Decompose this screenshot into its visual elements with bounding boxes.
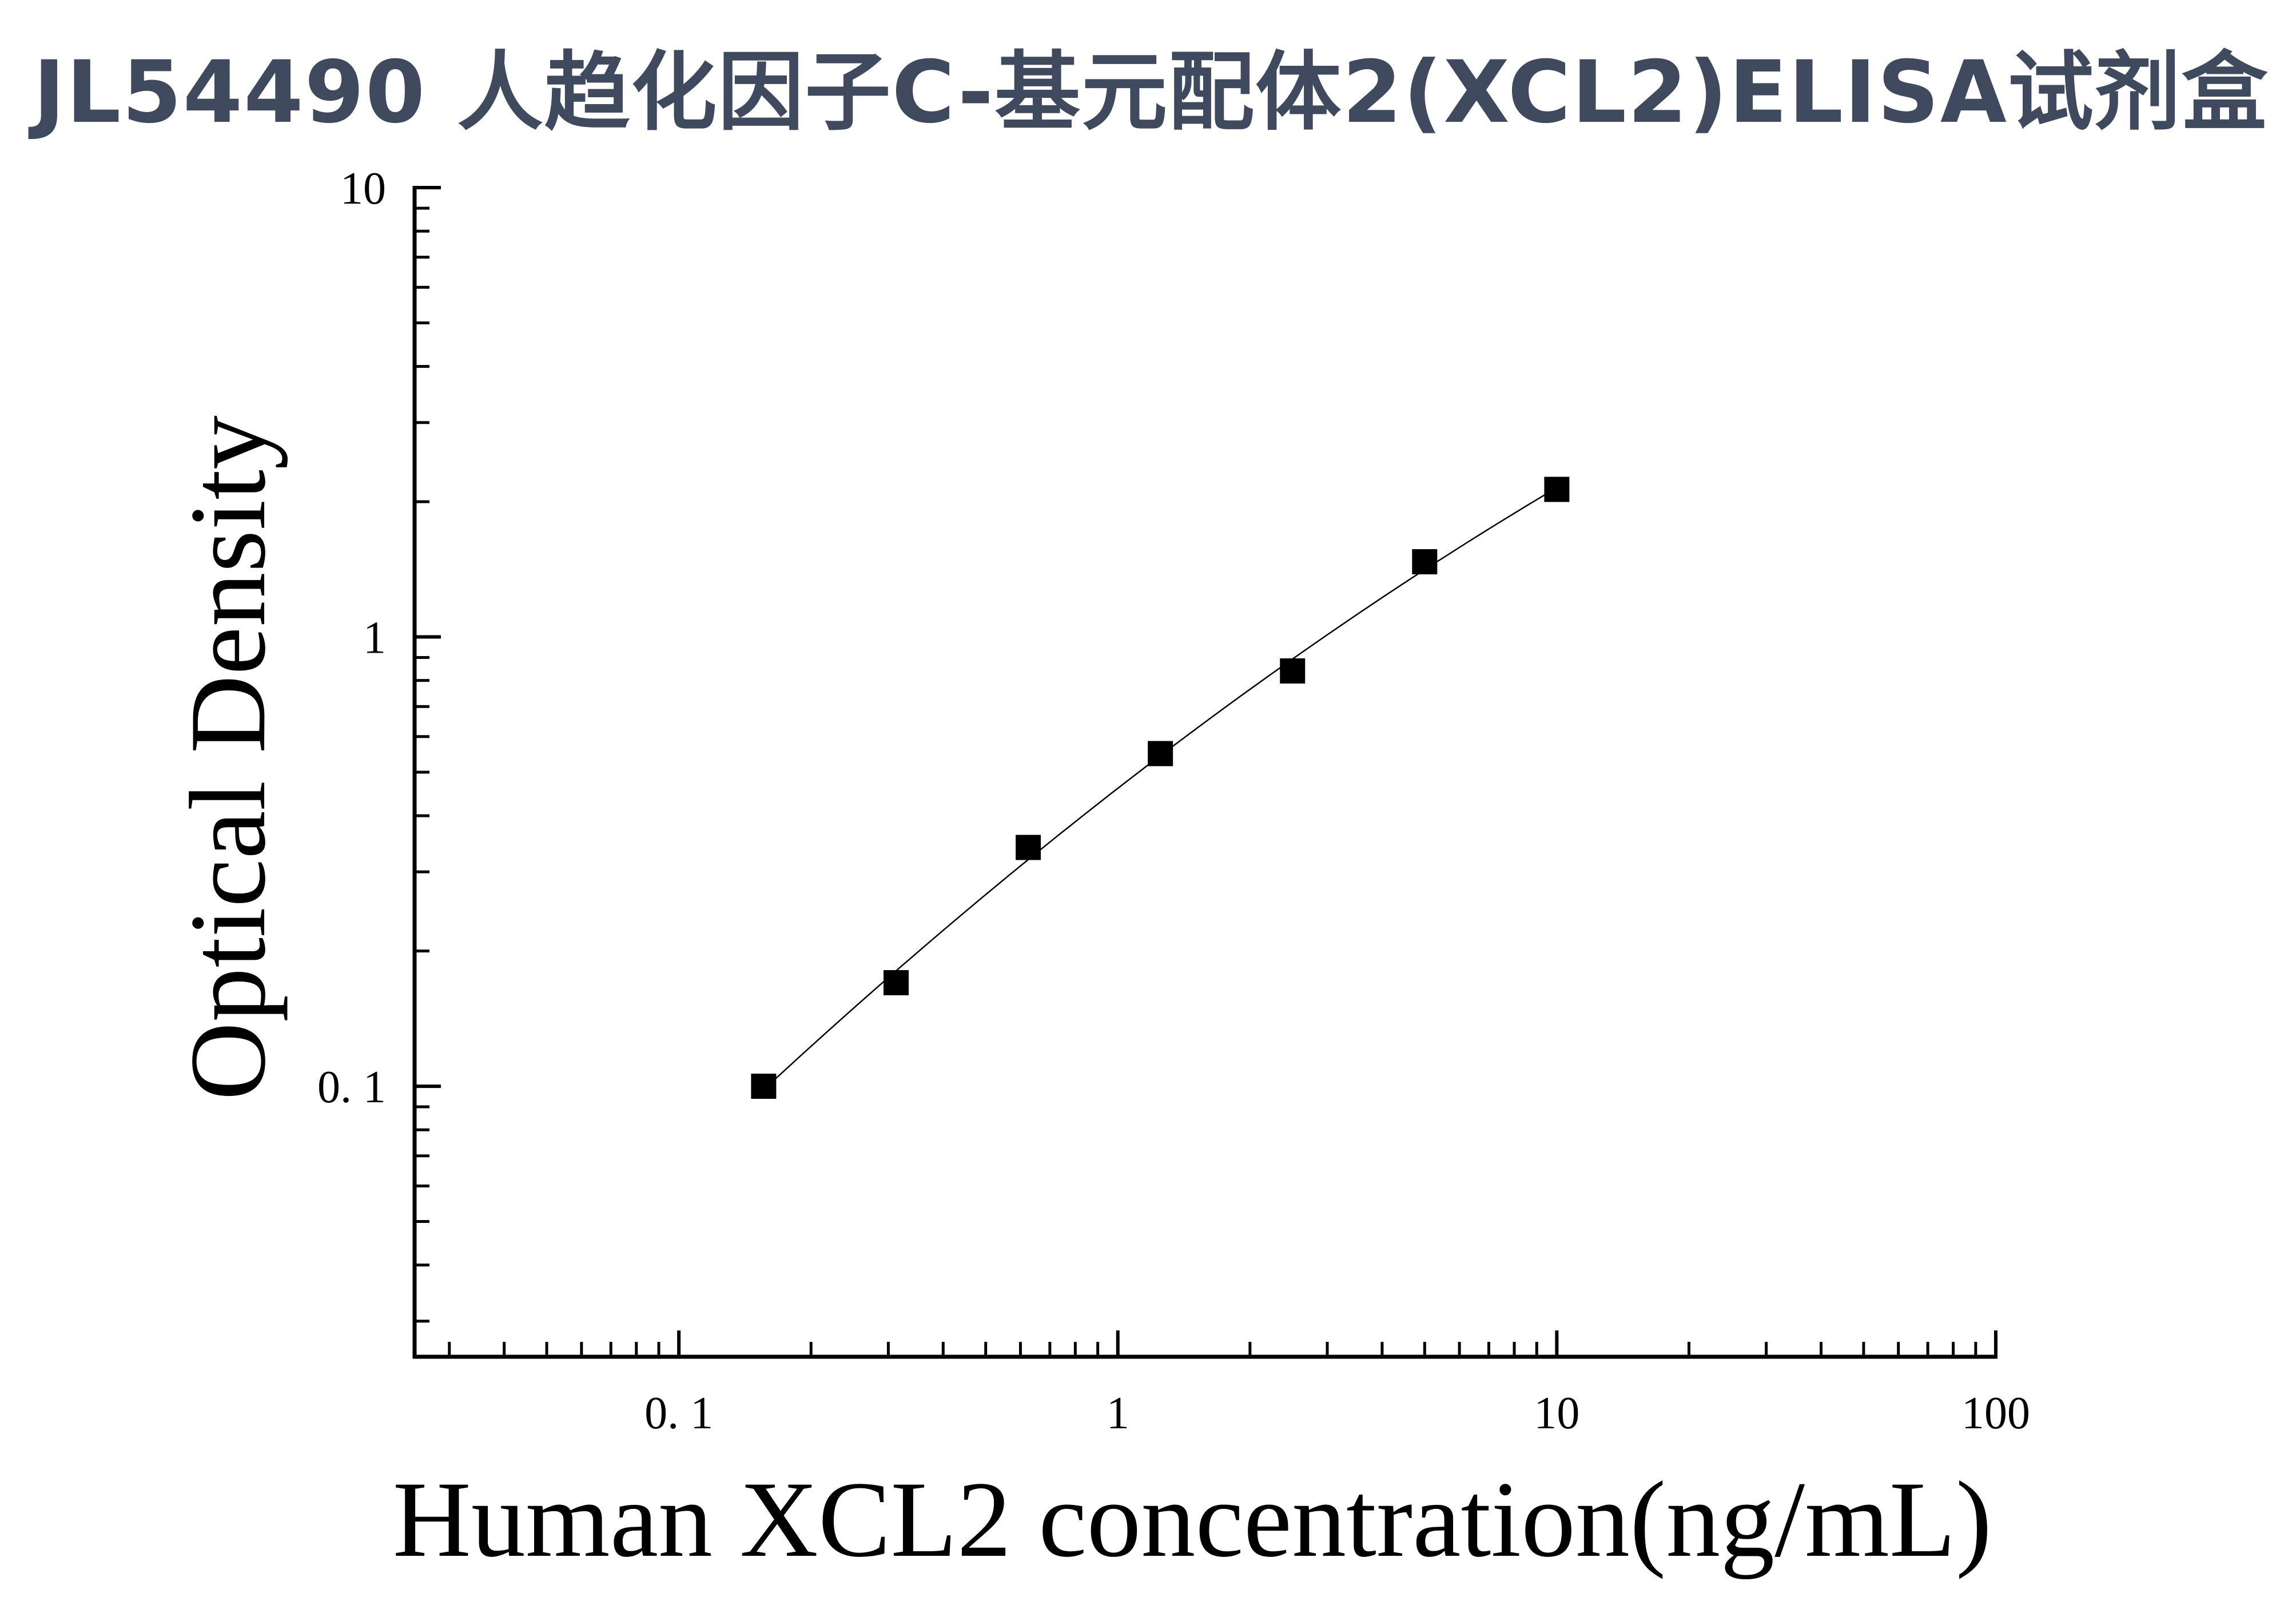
y-tick-label: 1: [363, 613, 386, 664]
data-point: [1280, 658, 1306, 684]
data-point: [1544, 476, 1570, 502]
data-point: [1412, 549, 1438, 575]
x-tick-label: 100: [1961, 1388, 2030, 1439]
page-title: JL54490 人趋化因子C-基元配体2(XCL2)ELISA试剂盒: [33, 43, 2269, 142]
x-axis-label: Human XCL2 concentration(ng/mL): [393, 1460, 1992, 1580]
data-points: [751, 476, 1570, 1099]
data-point: [884, 970, 909, 996]
x-tick-label: 10: [1534, 1388, 1579, 1439]
y-ticks: 0. 1 1 10: [317, 164, 441, 1323]
y-axis-label: Optical Density: [168, 415, 288, 1101]
fit-curve: [763, 487, 1558, 1091]
x-tick-label: 1: [1107, 1388, 1129, 1439]
x-ticks: 0. 1 1 10 100: [448, 1330, 2030, 1439]
x-tick-label: 0. 1: [644, 1388, 713, 1439]
data-point: [1148, 741, 1173, 766]
axes: [412, 186, 1997, 1359]
y-tick-label: 10: [340, 164, 386, 214]
data-point: [1016, 835, 1041, 860]
y-tick-label: 0. 1: [317, 1062, 386, 1113]
data-point: [751, 1074, 777, 1099]
